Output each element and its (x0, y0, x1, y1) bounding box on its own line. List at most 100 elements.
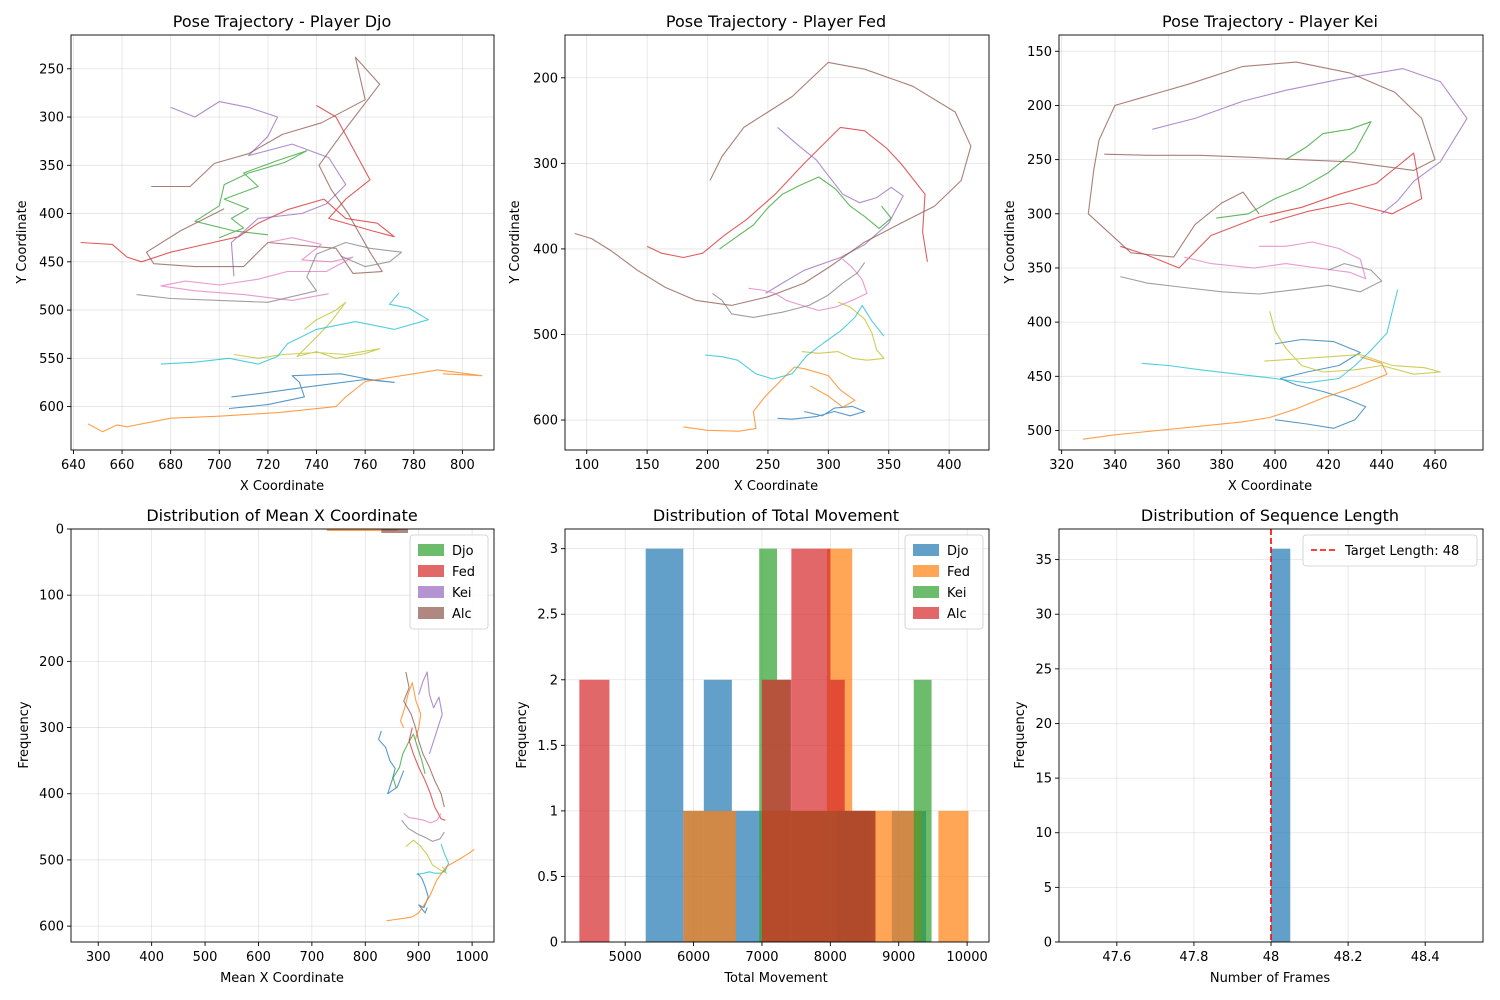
y-tick-label: 200 (533, 71, 558, 86)
x-tick-label: 1000 (456, 950, 489, 965)
histogram-bar-fed (938, 810, 969, 942)
x-tick-label: 400 (139, 950, 164, 965)
trajectory-line (1120, 263, 1383, 295)
trajectory-line (1184, 241, 1367, 280)
subplot-title: Distribution of Sequence Length (1141, 506, 1399, 525)
trajectory-line (392, 733, 426, 789)
y-axis-label: Y Coordinate (15, 200, 30, 284)
subplot-title: Pose Trajectory - Player Fed (666, 12, 886, 31)
subplot-title: Pose Trajectory - Player Djo (173, 12, 392, 31)
axes-frame (70, 34, 495, 451)
y-tick-label: 2 (550, 673, 558, 688)
x-tick-label: 500 (193, 950, 218, 965)
axes-meanx: 300 400 500 600 700 800 900 1000 0 100 200 300 400 50… (39, 523, 495, 965)
histogram-bar-djo (645, 548, 684, 942)
trajectory-line (765, 126, 904, 294)
y-tick-label: 100 (39, 589, 64, 604)
axes-fed: 100 150 200 250 300 350 400 200 300 400 500 600 (533, 34, 990, 473)
x-tick-label: 48.2 (1334, 950, 1363, 965)
subplot-fed: Pose Trajectory - Player Fed X Coordinat… (508, 12, 886, 494)
y-tick-label: 0 (1044, 936, 1052, 951)
y-tick-label: 400 (1027, 316, 1052, 331)
legend: Djo Fed Kei Alc (904, 534, 984, 630)
histogram-bar-alc (830, 679, 845, 942)
y-tick-label: 400 (39, 787, 64, 802)
trajectory-line (574, 61, 972, 306)
y-tick-label: 10 (1035, 826, 1052, 841)
trajectory-line (1274, 338, 1367, 429)
legend: Target Length: 48 (1302, 534, 1478, 567)
plot-area (1082, 61, 1468, 440)
trajectory-line (386, 848, 475, 922)
x-tick-label: 100 (574, 458, 599, 473)
y-tick-label: 350 (1027, 261, 1052, 276)
subplot-title: Distribution of Mean X Coordinate (146, 506, 417, 525)
trajectory-line (405, 839, 448, 874)
trajectory-line (145, 56, 383, 274)
histogram-bar-alc (844, 810, 876, 942)
y-tick-label: 300 (1027, 207, 1052, 222)
x-tick-label: 420 (1316, 458, 1341, 473)
x-tick-label: 380 (1209, 458, 1234, 473)
x-tick-label: 300 (816, 458, 841, 473)
x-tick-label: 150 (635, 458, 660, 473)
y-tick-label: 450 (39, 255, 64, 270)
legend-swatch (913, 565, 939, 577)
y-tick-label: 250 (39, 62, 64, 77)
x-tick-label: 9000 (882, 950, 915, 965)
x-axis-label: X Coordinate (1228, 479, 1312, 494)
trajectory-line (80, 105, 395, 263)
x-tick-label: 340 (1103, 458, 1128, 473)
x-tick-label: 47.6 (1102, 950, 1131, 965)
axes-movement: 5000 6000 7000 8000 9000 10000 0 0.5 1 1.5 2 2.5 3 Dj… (537, 528, 990, 965)
axes-frame (70, 528, 495, 943)
trajectory-line (403, 671, 445, 808)
histogram-bar (326, 529, 398, 531)
x-tick-label: 6000 (677, 950, 710, 965)
trajectory-line (160, 292, 429, 365)
histogram-bar-alc (761, 679, 792, 942)
legend-swatch (418, 565, 444, 577)
x-tick-label: 350 (876, 458, 901, 473)
trajectory-line (748, 258, 868, 312)
x-tick-label: 760 (353, 458, 378, 473)
trajectory-line (801, 301, 885, 361)
y-tick-label: 500 (39, 853, 64, 868)
histogram-bar-fed (683, 810, 736, 942)
x-tick-label: 460 (1423, 458, 1448, 473)
subplot-mean-x: Distribution of Mean X Coordinate Mean X… (17, 506, 418, 986)
legend-label: Djo (947, 544, 969, 559)
trajectory-line (1152, 68, 1468, 215)
y-tick-label: 550 (39, 352, 64, 367)
legend-box (904, 534, 984, 630)
x-axis-label: Mean X Coordinate (220, 971, 344, 986)
x-tick-label: 360 (1156, 458, 1181, 473)
trajectory-line (170, 101, 347, 277)
legend-label: Djo (452, 544, 474, 559)
plot-area (80, 56, 483, 433)
plot-area (574, 61, 972, 432)
x-tick-label: 680 (158, 458, 183, 473)
y-tick-label: 15 (1035, 772, 1052, 787)
x-tick-label: 10000 (946, 950, 987, 965)
y-tick-label: 500 (39, 304, 64, 319)
legend-swatch (913, 586, 939, 598)
x-tick-label: 780 (401, 458, 426, 473)
trajectory-line (683, 366, 856, 432)
x-tick-label: 200 (695, 458, 720, 473)
y-tick-label: 2.5 (537, 608, 558, 623)
histogram-bar-kei (913, 679, 932, 942)
trajectory-line (194, 150, 308, 239)
y-tick-label: 300 (39, 721, 64, 736)
trajectory-line (719, 176, 892, 250)
trajectory-line (1120, 152, 1423, 269)
trajectory-line (1082, 356, 1388, 440)
trajectory-line (408, 727, 446, 821)
x-tick-label: 5000 (609, 950, 642, 965)
axes-djo: 640 660 680 700 720 740 760 780 800 250 300 350 400 4… (39, 34, 495, 473)
axes-frame (564, 34, 990, 451)
y-tick-label: 5 (1044, 881, 1052, 896)
x-axis-label: Number of Frames (1210, 971, 1331, 986)
trajectory-line (403, 813, 442, 824)
